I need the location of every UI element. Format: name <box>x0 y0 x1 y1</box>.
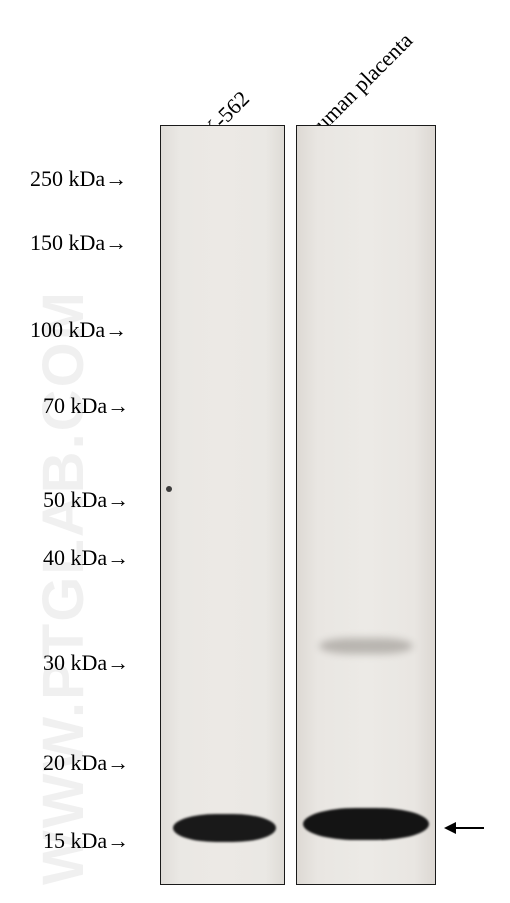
mw-250: 250 kDa→ <box>30 166 127 192</box>
arrow-head-icon <box>444 822 456 834</box>
lane2-band-15kda <box>303 808 429 840</box>
lane1-band-15kda <box>173 814 276 842</box>
mw-30: 30 kDa→ <box>43 650 129 676</box>
lane-k562 <box>160 125 285 885</box>
target-arrow <box>444 822 484 834</box>
blot-figure: WWW.PTGLAB.COM K-562 human placenta 250 … <box>0 0 510 903</box>
mw-100: 100 kDa→ <box>30 317 127 343</box>
mw-70: 70 kDa→ <box>43 393 129 419</box>
mw-50: 50 kDa→ <box>43 487 129 513</box>
arrow-line <box>456 827 484 829</box>
mw-40: 40 kDa→ <box>43 545 129 571</box>
lane-labels-group: K-562 human placenta <box>0 0 510 140</box>
lane2-faint-30kda <box>319 638 413 654</box>
mw-20: 20 kDa→ <box>43 750 129 776</box>
lane-placenta <box>296 125 436 885</box>
mw-150: 150 kDa→ <box>30 230 127 256</box>
lane1-spot <box>166 486 172 492</box>
mw-15: 15 kDa→ <box>43 828 129 854</box>
